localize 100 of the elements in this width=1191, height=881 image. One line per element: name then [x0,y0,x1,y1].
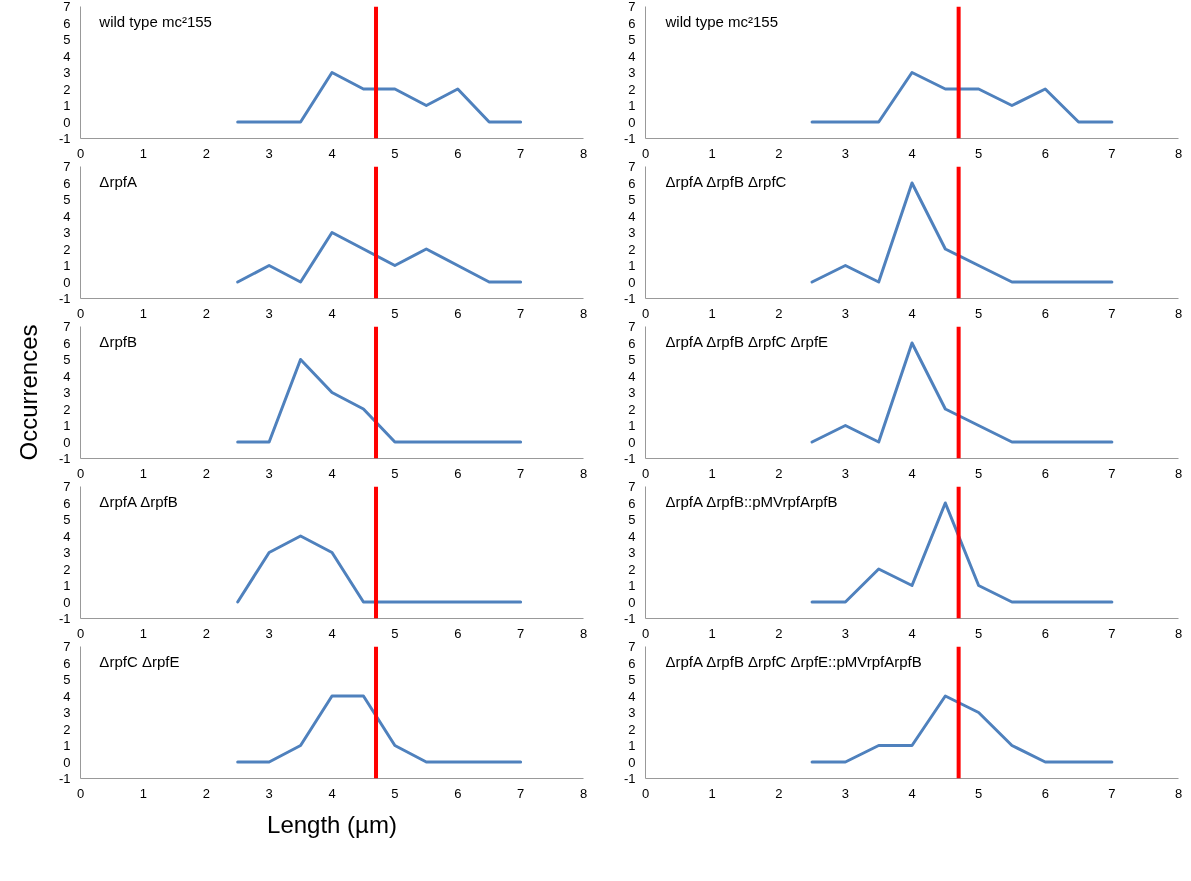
x-tick-label: 6 [1041,625,1049,641]
y-tick-label: 3 [63,705,71,720]
y-tick-label: 7 [63,479,71,494]
x-tick-label: 0 [641,305,650,321]
y-tick-label: -1 [58,131,71,146]
x-tick-label: 8 [579,145,588,161]
y-tick-label: 2 [628,401,636,417]
y-tick-label: 1 [628,418,636,433]
x-tick-label: 3 [265,785,273,801]
y-tick-label: 2 [628,241,636,257]
x-tick-label: 3 [841,625,849,641]
y-tick-label: 6 [628,495,636,511]
y-tick-label: 0 [63,594,71,610]
y-tick-label: 2 [628,561,636,577]
x-tick-label: 8 [1174,305,1183,321]
x-tick-label: 1 [708,785,716,801]
y-tick-label: 6 [63,335,71,351]
y-tick-label: 2 [63,241,71,257]
x-tick-label: 2 [202,465,210,481]
chart-title: ΔrpfB [99,332,137,350]
chart-title: ΔrpfA ΔrpfB ΔrpfC ΔrpfE::pMVrpfArpfB [665,652,922,670]
x-tick-label: 8 [579,625,588,641]
y-tick-label: 5 [628,32,636,47]
y-tick-label: -1 [623,291,636,306]
y-tick-label: 7 [63,159,71,174]
y-tick-label: 4 [63,208,71,224]
x-tick-label: 4 [328,625,336,641]
y-tick-label: -1 [623,611,636,626]
x-tick-label: 6 [1041,465,1049,481]
x-tick-label: 3 [841,305,849,321]
y-tick-label: 2 [63,721,71,737]
x-tick-label: 5 [391,785,399,801]
x-tick-label: 1 [139,305,147,321]
y-tick-label: 2 [63,401,71,417]
x-tick-label: 4 [328,785,336,801]
chart-title: ΔrpfC ΔrpfE [99,652,180,670]
y-tick-label: 3 [63,385,71,400]
x-tick-label: 5 [975,145,983,161]
chart-title: ΔrpfA ΔrpfB::pMVrpfArpfB [665,492,838,510]
x-tick-label: 5 [975,305,983,321]
y-tick-label: 5 [628,192,636,207]
y-tick-label: 6 [63,495,71,511]
y-tick-label: 0 [628,114,636,130]
y-tick-label: -1 [623,771,636,786]
x-tick-label: 8 [579,785,588,801]
x-tick-label: 7 [1108,625,1116,641]
x-tick-label: 7 [517,305,525,321]
x-tick-label: 8 [1174,145,1183,161]
chart-title: wild type mc²155 [664,12,779,30]
y-tick-label: 0 [63,434,71,450]
x-tick-label: 2 [775,625,783,641]
x-tick-label: 0 [76,305,85,321]
y-tick-label: 3 [628,545,636,560]
x-tick-label: 1 [708,465,716,481]
x-tick-label: 1 [708,145,716,161]
x-tick-label: 7 [1108,785,1116,801]
y-tick-label: -1 [58,291,71,306]
y-tick-label: 2 [63,561,71,577]
y-tick-label: 6 [63,15,71,31]
x-tick-label: 0 [76,465,85,481]
x-tick-label: 4 [908,625,916,641]
x-tick-label: 7 [1108,145,1116,161]
x-tick-label: 7 [517,465,525,481]
x-tick-label: 0 [76,625,85,641]
x-tick-label: 5 [975,785,983,801]
y-tick-label: 7 [628,159,636,174]
y-tick-label: -1 [58,771,71,786]
x-tick-label: 8 [579,465,588,481]
y-tick-label: 7 [63,319,71,334]
y-tick-label: 1 [63,258,71,273]
x-tick-label: 0 [641,785,650,801]
y-tick-label: 0 [63,274,71,290]
y-tick-label: 1 [628,578,636,593]
x-tick-label: 7 [517,625,525,641]
y-tick-label: 4 [628,368,636,384]
x-tick-label: 4 [328,145,336,161]
x-tick-label: 3 [265,305,273,321]
y-tick-label: 1 [628,258,636,273]
y-tick-label: 5 [63,352,71,367]
x-tick-label: 6 [1041,145,1049,161]
chart-title: ΔrpfA [99,172,137,190]
y-tick-label: 6 [63,655,71,671]
y-tick-label: 6 [628,335,636,351]
x-tick-label: 2 [202,145,210,161]
y-tick-label: 5 [63,32,71,47]
chart-title: ΔrpfA ΔrpfB ΔrpfC ΔrpfE [665,332,829,350]
x-tick-label: 1 [708,305,716,321]
y-tick-label: 4 [628,688,636,704]
x-tick-label: 6 [454,305,462,321]
x-tick-label: 3 [841,465,849,481]
y-tick-label: 5 [628,512,636,527]
y-tick-label: 7 [628,0,636,14]
x-tick-label: 7 [517,145,525,161]
y-tick-label: 0 [628,434,636,450]
x-tick-label: 6 [454,465,462,481]
x-tick-label: 8 [579,305,588,321]
x-tick-label: 3 [265,465,273,481]
x-tick-label: 5 [391,625,399,641]
y-tick-label: -1 [58,611,71,626]
x-tick-label: 4 [328,465,336,481]
